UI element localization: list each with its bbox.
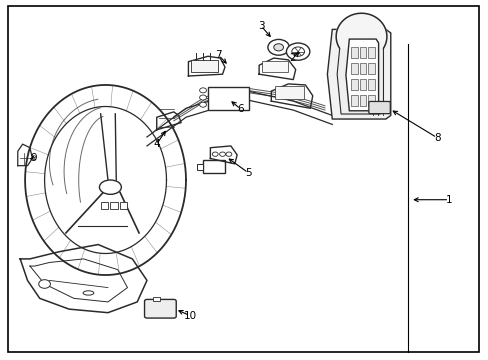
Text: 7: 7 [215, 50, 222, 60]
Bar [274, 86, 304, 99]
Text: 4: 4 [153, 139, 160, 149]
Circle shape [199, 88, 206, 93]
Bar [359, 79, 366, 90]
Text: 1: 1 [445, 195, 452, 205]
Bar [203, 160, 224, 173]
Circle shape [212, 152, 218, 156]
Circle shape [199, 95, 206, 100]
Circle shape [267, 40, 289, 55]
Bar [350, 63, 357, 74]
Bar [350, 79, 357, 90]
Text: 10: 10 [183, 311, 196, 320]
Bar [110, 202, 118, 209]
Text: 8: 8 [433, 133, 440, 143]
Bar [367, 46, 374, 58]
Bar [359, 95, 366, 107]
Ellipse shape [99, 180, 121, 194]
Circle shape [273, 44, 283, 51]
Polygon shape [336, 35, 383, 114]
FancyBboxPatch shape [144, 300, 176, 318]
Polygon shape [327, 30, 390, 119]
Bar [101, 202, 108, 209]
Bar [350, 95, 357, 107]
Bar [359, 63, 366, 74]
Circle shape [39, 280, 50, 288]
Bar [207, 87, 249, 110]
Bar [190, 60, 217, 72]
Bar [367, 79, 374, 90]
Bar [350, 46, 357, 58]
Text: 6: 6 [237, 104, 244, 114]
Bar [261, 61, 288, 72]
Circle shape [291, 47, 304, 56]
Circle shape [219, 152, 225, 156]
Bar [359, 46, 366, 58]
Circle shape [286, 43, 309, 60]
Bar [120, 202, 127, 209]
Text: 9: 9 [30, 153, 37, 163]
Text: 5: 5 [244, 168, 251, 178]
Ellipse shape [83, 291, 94, 295]
Text: 3: 3 [257, 21, 264, 31]
Bar [197, 163, 203, 170]
Bar [367, 63, 374, 74]
Bar [367, 95, 374, 107]
Text: 2: 2 [288, 53, 295, 63]
FancyBboxPatch shape [368, 102, 389, 114]
Bar [153, 297, 160, 301]
Polygon shape [335, 13, 386, 48]
Circle shape [199, 102, 206, 107]
Polygon shape [345, 39, 378, 111]
Circle shape [225, 152, 231, 156]
